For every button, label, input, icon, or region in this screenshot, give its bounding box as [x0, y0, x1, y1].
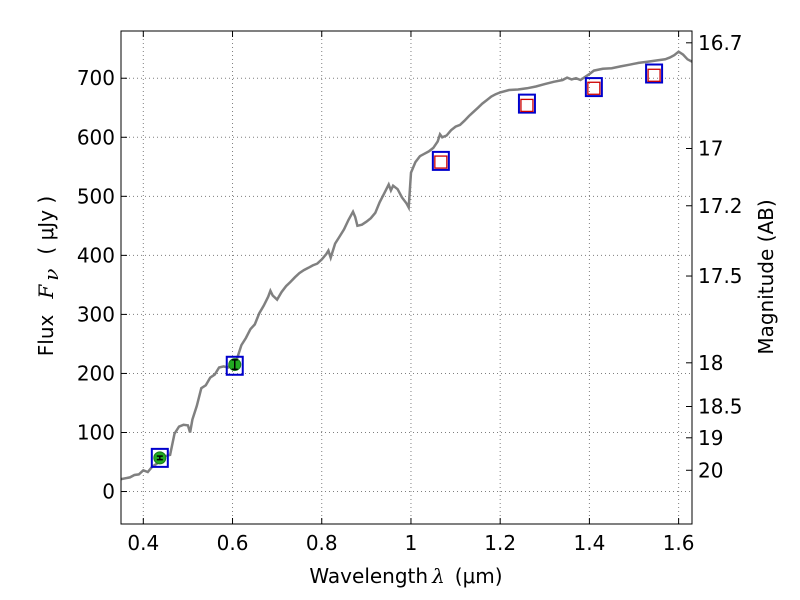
- x-tick-label: 1.2: [484, 531, 516, 555]
- model-box-marker: [431, 150, 450, 171]
- model-box-marker: [150, 447, 169, 468]
- y2-tick-label: 17.5: [698, 264, 743, 288]
- x-tick-label: 1.6: [663, 531, 695, 555]
- y2-tick-label: 20: [698, 458, 723, 482]
- y-tick-label: 300: [77, 302, 115, 326]
- y2-tick-label: 18: [698, 351, 723, 375]
- series-layer: [121, 50, 692, 481]
- y2-tick-label: 17: [698, 136, 723, 160]
- x-axis-label: Wavelength λ (μm): [309, 564, 502, 588]
- template-spectrum-line: [121, 50, 692, 481]
- y-ticks: 0 100 200 300 400 500 600 700: [77, 66, 127, 504]
- plot-area: [121, 31, 692, 524]
- x-ticks: 0.4 0.6 0.8 1 1.2 1.4 1.6: [127, 31, 695, 555]
- y2-tick-label: 16.7: [698, 31, 743, 55]
- y-tick-label: 200: [77, 361, 115, 385]
- y-tick-label: 700: [77, 66, 115, 90]
- y2-ticks: 16.7 17 17.2 17.5 18 18.5 19 20: [686, 31, 743, 482]
- y2-axis-label: Magnitude (AB): [754, 199, 778, 354]
- y-tick-label: 0: [102, 480, 115, 504]
- upper-limit-marker: [587, 81, 601, 95]
- x-tick-label: 0.8: [306, 531, 338, 555]
- model-box-marker: [225, 355, 244, 376]
- x-tick-label: 0.6: [217, 531, 249, 555]
- x-tick-label: 1.4: [573, 531, 605, 555]
- y2-tick-label: 18.5: [698, 395, 743, 419]
- x-tick-label: 0.4: [127, 531, 159, 555]
- model-box-marker: [517, 93, 536, 114]
- upper-limit-marker: [647, 68, 661, 82]
- model-box-marker: [645, 63, 664, 84]
- y2-tick-label: 19: [698, 426, 723, 450]
- upper-limit-marker: [520, 98, 534, 113]
- model-box-marker: [584, 77, 603, 98]
- y2-tick-label: 17.2: [698, 194, 743, 218]
- y-tick-label: 500: [77, 184, 115, 208]
- plot-frame: [120, 30, 693, 525]
- y-tick-label: 100: [77, 420, 115, 444]
- x-tick-label: 1: [405, 531, 418, 555]
- y-tick-label: 400: [77, 243, 115, 267]
- y-tick-label: 600: [77, 125, 115, 149]
- upper-limit-marker: [434, 155, 448, 169]
- y-axis-label: Flux F ν ( μJy ): [34, 196, 63, 356]
